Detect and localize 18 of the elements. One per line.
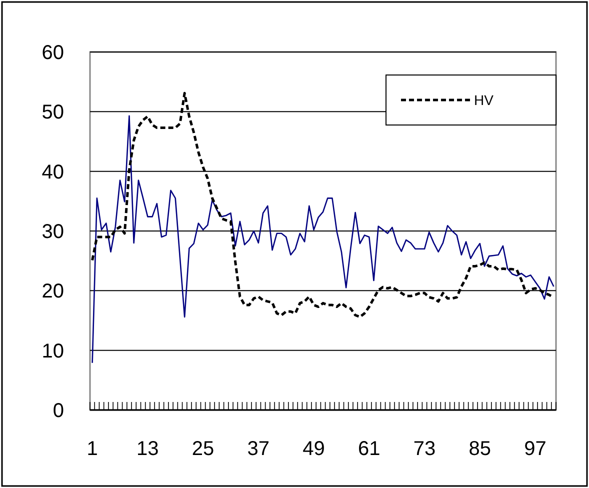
x-tick-label: 73 [413, 438, 436, 460]
x-tick-label: 85 [468, 438, 491, 460]
x-tick-label: 49 [302, 438, 325, 460]
x-tick-label: 25 [192, 438, 214, 460]
y-tick-label: 60 [42, 42, 64, 64]
x-tick-label: 13 [136, 438, 159, 460]
y-tick-label: 0 [52, 400, 64, 422]
y-tick-label: 30 [42, 221, 64, 243]
y-tick-label: 10 [42, 340, 64, 362]
legend-label: HV [474, 92, 494, 108]
x-tick-label: 97 [524, 438, 546, 460]
x-tick-label: 37 [247, 438, 270, 460]
x-tick-label: 61 [358, 438, 380, 460]
y-tick-label: 20 [42, 280, 64, 303]
x-tick-label: 1 [86, 438, 98, 460]
y-tick-label: 40 [42, 161, 64, 184]
y-tick-label: 50 [42, 102, 64, 124]
line-series [92, 115, 554, 364]
